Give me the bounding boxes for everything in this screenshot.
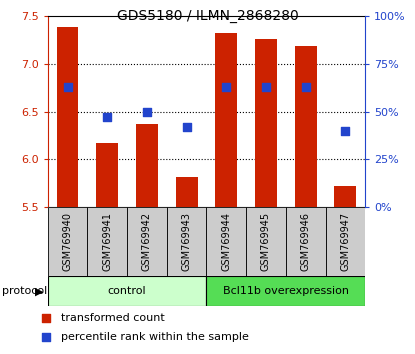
Text: ▶: ▶ [35, 286, 44, 296]
Bar [48, 276, 207, 306]
Text: transformed count: transformed count [61, 313, 164, 322]
Point [43, 315, 50, 320]
Bar [255, 39, 277, 207]
Text: Bcl11b overexpression: Bcl11b overexpression [223, 286, 349, 296]
Point [144, 109, 150, 114]
Point [342, 128, 349, 133]
Bar [96, 143, 118, 207]
Bar [325, 207, 365, 276]
Bar [127, 207, 167, 276]
Bar [295, 46, 317, 207]
Text: GSM769941: GSM769941 [102, 212, 112, 271]
Text: GSM769946: GSM769946 [301, 212, 311, 271]
Bar [57, 27, 78, 207]
Bar [48, 207, 88, 276]
Text: control: control [108, 286, 146, 296]
Bar [207, 207, 246, 276]
Text: protocol: protocol [2, 286, 47, 296]
Bar [136, 124, 158, 207]
Text: percentile rank within the sample: percentile rank within the sample [61, 332, 249, 342]
Bar [215, 33, 237, 207]
Point [64, 84, 71, 90]
Point [303, 84, 309, 90]
Bar [207, 276, 365, 306]
Bar [176, 177, 198, 207]
Point [223, 84, 229, 90]
Text: GSM769945: GSM769945 [261, 212, 271, 271]
Text: GDS5180 / ILMN_2868280: GDS5180 / ILMN_2868280 [117, 9, 298, 23]
Point [104, 114, 110, 120]
Bar [286, 207, 325, 276]
Point [263, 84, 269, 90]
Bar [246, 207, 286, 276]
Text: GSM769944: GSM769944 [221, 212, 231, 271]
Text: GSM769940: GSM769940 [63, 212, 73, 271]
Text: GSM769947: GSM769947 [340, 212, 350, 271]
Point [183, 124, 190, 130]
Point [43, 334, 50, 339]
Bar [334, 186, 356, 207]
Bar [88, 207, 127, 276]
Text: GSM769942: GSM769942 [142, 212, 152, 271]
Text: GSM769943: GSM769943 [182, 212, 192, 271]
Bar [167, 207, 207, 276]
